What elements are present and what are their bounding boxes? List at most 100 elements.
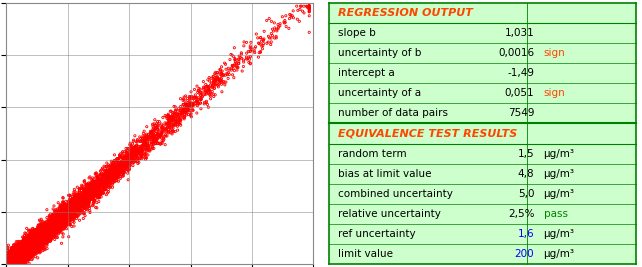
Point [47,224,57,229]
Point [105,176,116,181]
Point [42,219,52,223]
Point [24,236,34,240]
Point [129,150,139,155]
Point [12,253,22,257]
Point [205,97,216,101]
Point [16,258,26,262]
Point [7,256,17,260]
Point [114,168,124,172]
Point [52,214,62,219]
Point [32,243,42,248]
Point [20,248,30,252]
Point [39,234,49,238]
Point [91,196,101,201]
Point [40,224,51,228]
Point [49,237,60,242]
Point [77,204,87,208]
Point [143,145,153,149]
Point [45,223,55,227]
Point [215,72,225,76]
Point [110,173,121,177]
Point [62,220,73,224]
Point [83,182,93,186]
Point [74,207,84,211]
Point [49,221,59,225]
Point [60,212,70,216]
Point [141,134,152,139]
Point [60,217,70,221]
Point [66,211,76,215]
Point [40,235,51,239]
Point [5,262,15,266]
Point [191,96,202,100]
Point [14,251,24,256]
Point [144,138,155,142]
Point [137,154,147,158]
Point [88,184,98,188]
Point [153,127,163,131]
Point [35,247,45,252]
Point [107,166,117,170]
Point [101,183,112,188]
Point [6,262,16,266]
Point [52,211,62,216]
Point [47,222,57,227]
Point [53,213,64,218]
Point [3,256,13,260]
Point [10,251,20,256]
Point [53,224,63,228]
Point [125,166,135,171]
Point [48,222,58,226]
Point [22,254,32,258]
Point [73,205,83,209]
Point [72,198,82,202]
Point [14,259,24,263]
Point [8,262,19,266]
Point [42,236,53,240]
Point [67,208,77,212]
Point [149,122,159,126]
Point [54,219,64,223]
Point [60,224,71,228]
Point [139,142,150,146]
Point [49,217,60,221]
Point [43,238,53,242]
Point [42,226,53,231]
Point [12,262,22,266]
Point [30,242,40,246]
Point [27,252,37,256]
Point [304,4,315,8]
Point [126,155,136,159]
Point [11,262,21,266]
Point [36,231,46,235]
Point [15,255,25,259]
Point [35,230,46,234]
Point [72,196,82,200]
Point [46,225,56,230]
Point [95,185,105,190]
Point [87,187,98,191]
Point [39,228,49,233]
Point [21,252,31,256]
Point [121,165,131,169]
Point [4,256,14,261]
Point [17,251,27,255]
Point [58,216,69,220]
Point [52,219,62,223]
Point [22,240,32,244]
Point [148,138,158,142]
Point [2,262,12,266]
Point [22,241,32,245]
Point [14,252,24,257]
Point [94,191,104,195]
Point [4,256,14,261]
Point [143,146,153,151]
Point [4,262,15,266]
Point [124,158,134,162]
Point [42,226,52,231]
Point [30,243,40,247]
Point [141,132,152,136]
Point [51,228,62,232]
Point [164,121,175,125]
Point [18,237,28,242]
